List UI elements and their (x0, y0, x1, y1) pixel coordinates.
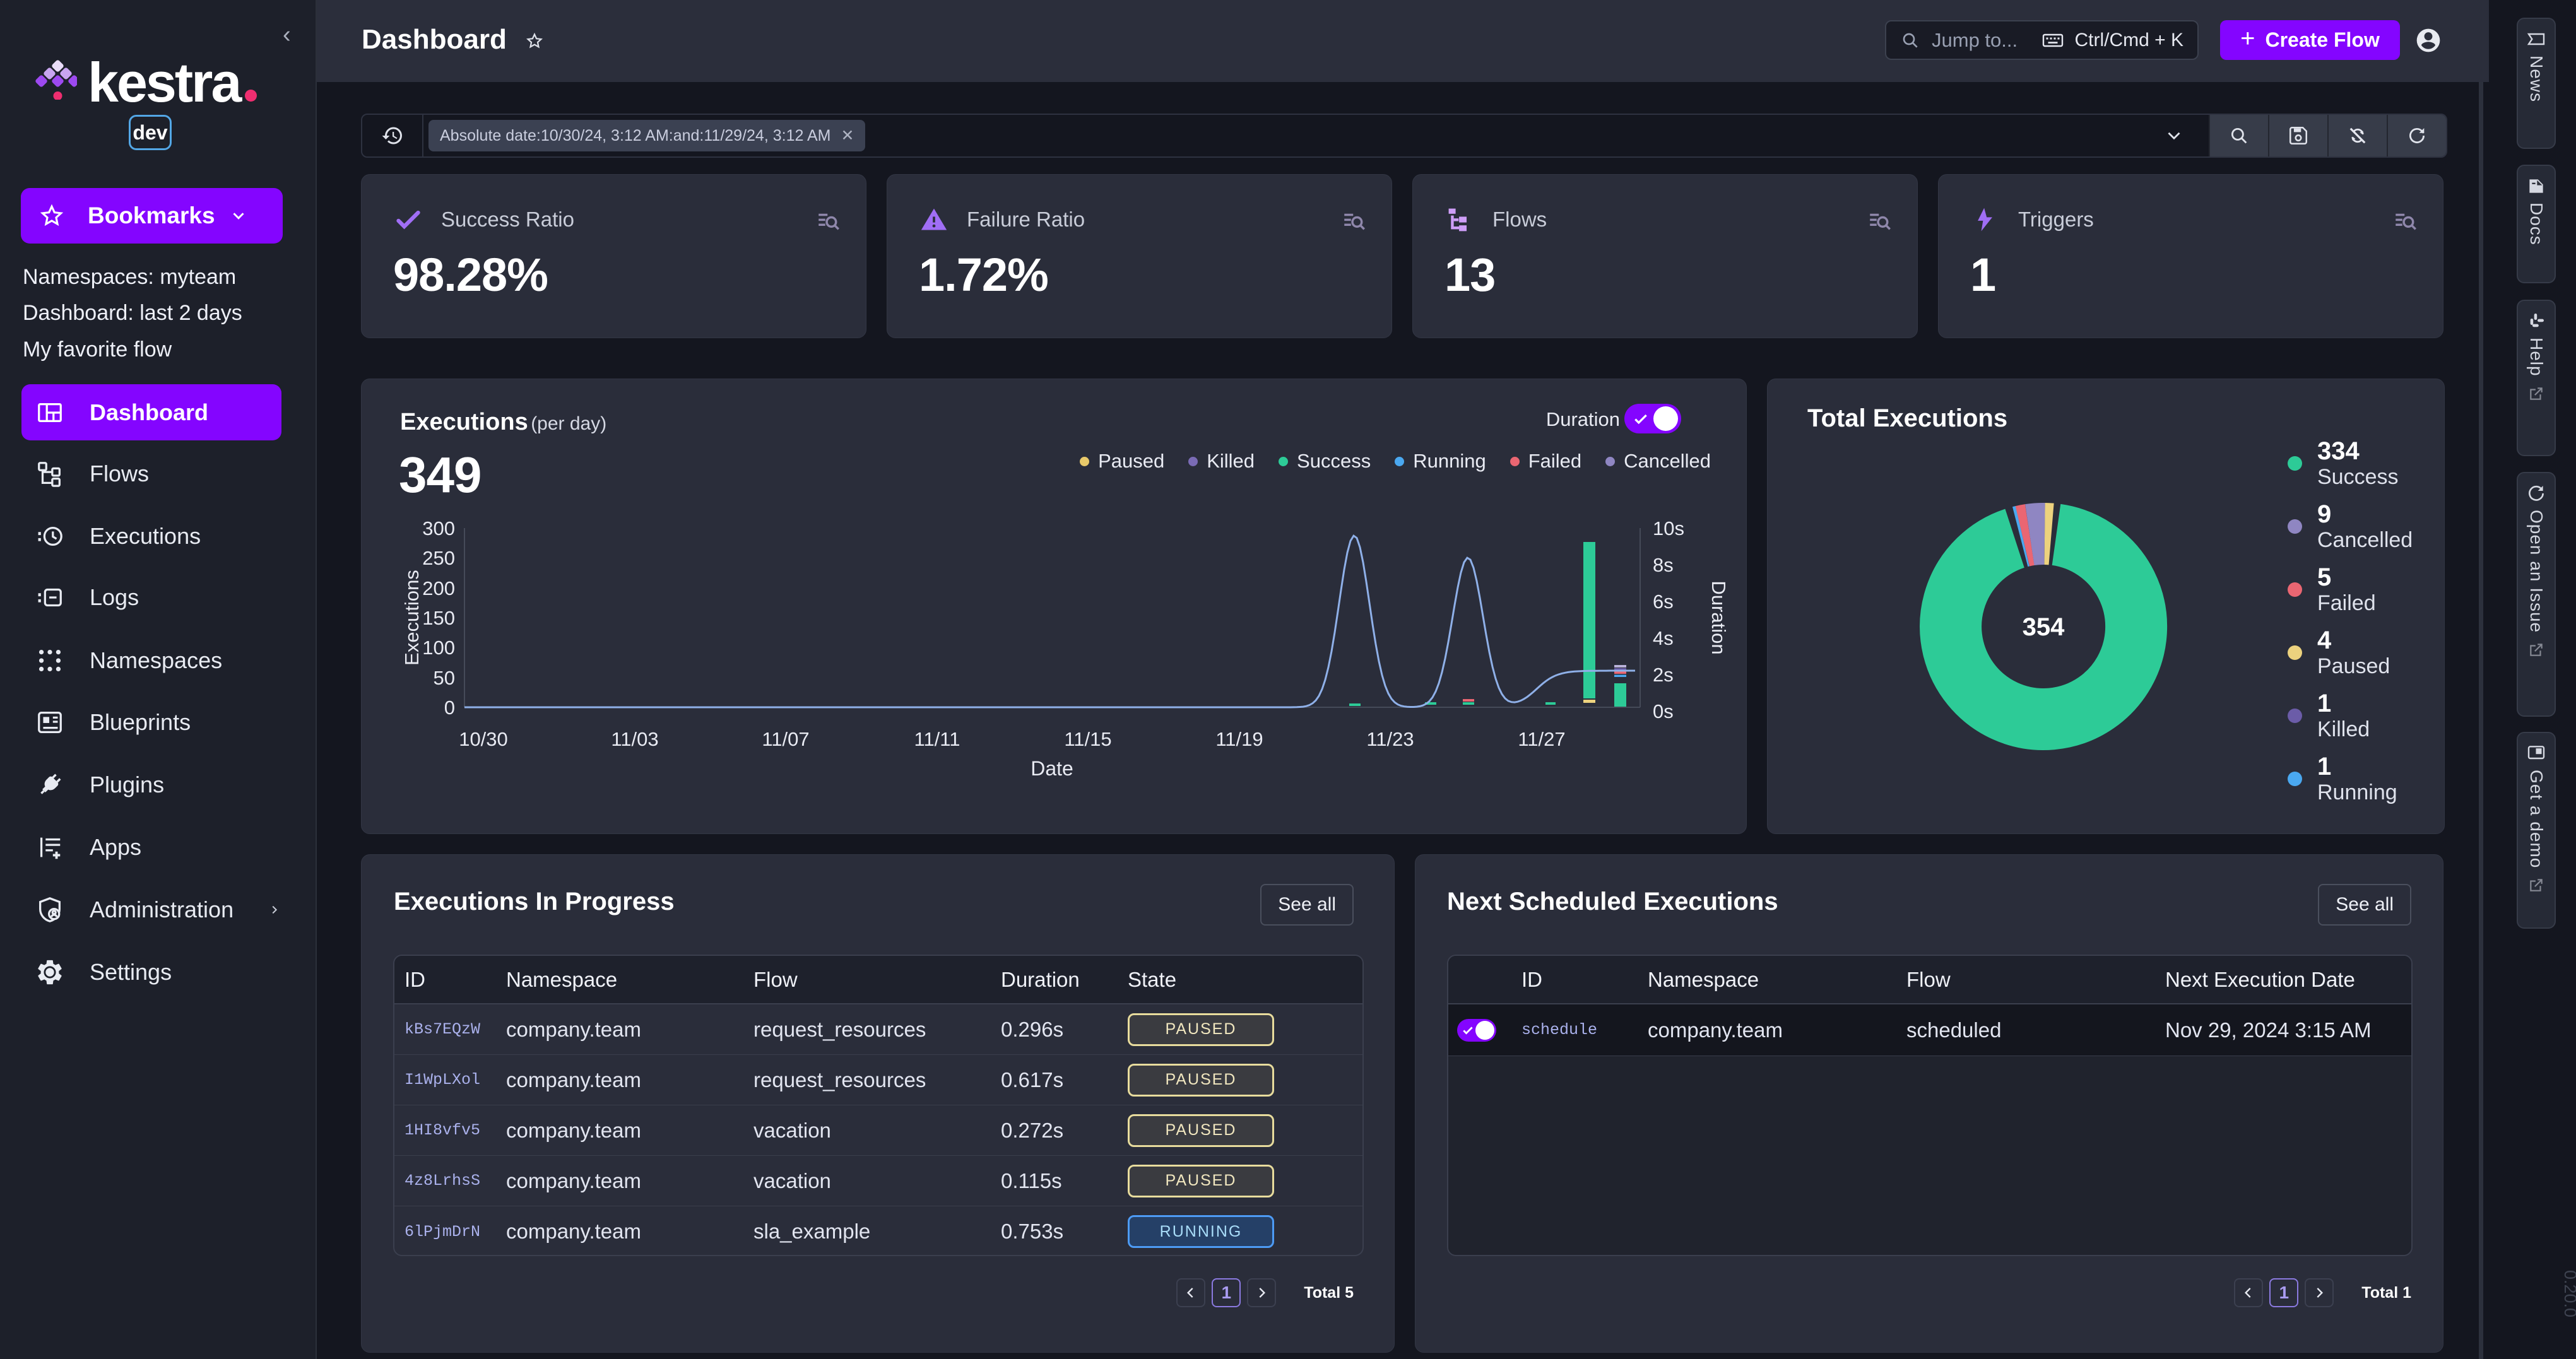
svg-text:8s: 8s (1653, 554, 1674, 576)
svg-text:100: 100 (422, 637, 455, 659)
svg-text:11/03: 11/03 (611, 728, 658, 750)
svg-text:11/11: 11/11 (914, 728, 960, 750)
svg-text:4s: 4s (1653, 627, 1674, 649)
svg-text:Executions: Executions (401, 570, 423, 666)
svg-text:Duration: Duration (1708, 580, 1730, 654)
svg-text:10/30: 10/30 (459, 728, 508, 750)
svg-text:200: 200 (422, 577, 455, 599)
svg-text:10s: 10s (1653, 517, 1684, 539)
svg-text:150: 150 (422, 607, 455, 629)
svg-text:11/15: 11/15 (1064, 728, 1111, 750)
svg-text:11/23: 11/23 (1366, 728, 1414, 750)
svg-text:0: 0 (444, 697, 455, 719)
svg-text:11/07: 11/07 (762, 728, 809, 750)
svg-text:11/27: 11/27 (1518, 728, 1565, 750)
svg-text:250: 250 (422, 547, 455, 569)
svg-text:0s: 0s (1653, 700, 1674, 722)
svg-text:Date: Date (1031, 757, 1073, 780)
svg-text:300: 300 (422, 517, 455, 539)
svg-text:354: 354 (2023, 613, 2065, 641)
svg-text:50: 50 (434, 667, 455, 689)
svg-text:11/19: 11/19 (1215, 728, 1263, 750)
svg-text:2s: 2s (1653, 664, 1674, 686)
svg-text:6s: 6s (1653, 591, 1674, 613)
